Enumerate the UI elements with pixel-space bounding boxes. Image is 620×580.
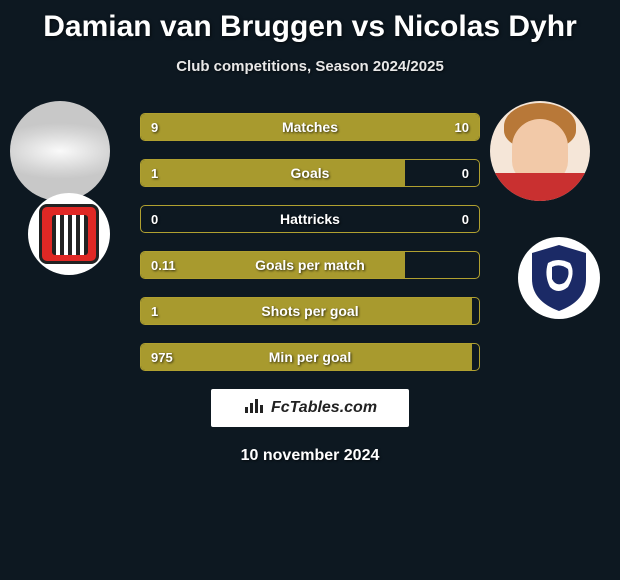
stat-row: 10Goals <box>140 159 480 187</box>
stat-label: Shots per goal <box>141 298 479 324</box>
comparison-panel: 910Matches 10Goals 00Hattricks 0.11Goals pe… <box>0 113 620 371</box>
stat-label: Goals per match <box>141 252 479 278</box>
stat-label: Hattricks <box>141 206 479 232</box>
shield-icon <box>528 243 590 313</box>
stat-row: 0.11Goals per match <box>140 251 480 279</box>
stat-row: 910Matches <box>140 113 480 141</box>
club-left-crest <box>39 204 99 264</box>
branding-text: FcTables.com <box>271 399 377 417</box>
branding-badge: FcTables.com <box>211 389 409 427</box>
player-left-photo <box>10 101 110 201</box>
date-text: 10 november 2024 <box>0 447 620 465</box>
club-badge-right <box>518 237 600 319</box>
stat-row: 00Hattricks <box>140 205 480 233</box>
club-left-stripes-icon <box>52 215 88 255</box>
chart-icon <box>243 397 265 420</box>
page-title: Damian van Bruggen vs Nicolas Dyhr <box>0 0 620 44</box>
club-badge-left <box>28 193 110 275</box>
stat-label: Matches <box>141 114 479 140</box>
subtitle: Club competitions, Season 2024/2025 <box>0 58 620 75</box>
stat-row: 1Shots per goal <box>140 297 480 325</box>
club-right-crest <box>528 243 590 313</box>
stat-label: Goals <box>141 160 479 186</box>
stat-bars: 910Matches 10Goals 00Hattricks 0.11Goals pe… <box>140 113 480 371</box>
player-right-shirt <box>490 173 590 201</box>
stat-label: Min per goal <box>141 344 479 370</box>
stat-row: 975Min per goal <box>140 343 480 371</box>
player-left-placeholder <box>10 101 110 201</box>
player-right-photo <box>490 101 590 201</box>
